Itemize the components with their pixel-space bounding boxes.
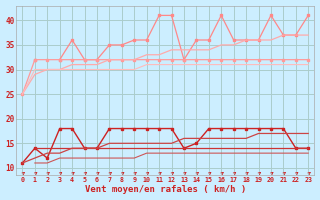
X-axis label: Vent moyen/en rafales ( km/h ): Vent moyen/en rafales ( km/h ) bbox=[85, 185, 246, 194]
